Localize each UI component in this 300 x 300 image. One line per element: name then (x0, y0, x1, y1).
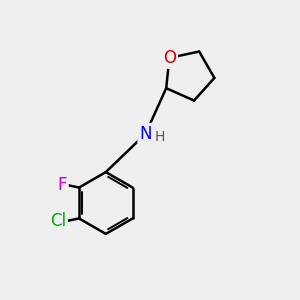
Text: Cl: Cl (50, 212, 66, 230)
Text: H: H (154, 130, 165, 144)
Text: O: O (163, 49, 176, 67)
Text: N: N (139, 125, 152, 143)
Text: F: F (57, 176, 67, 194)
